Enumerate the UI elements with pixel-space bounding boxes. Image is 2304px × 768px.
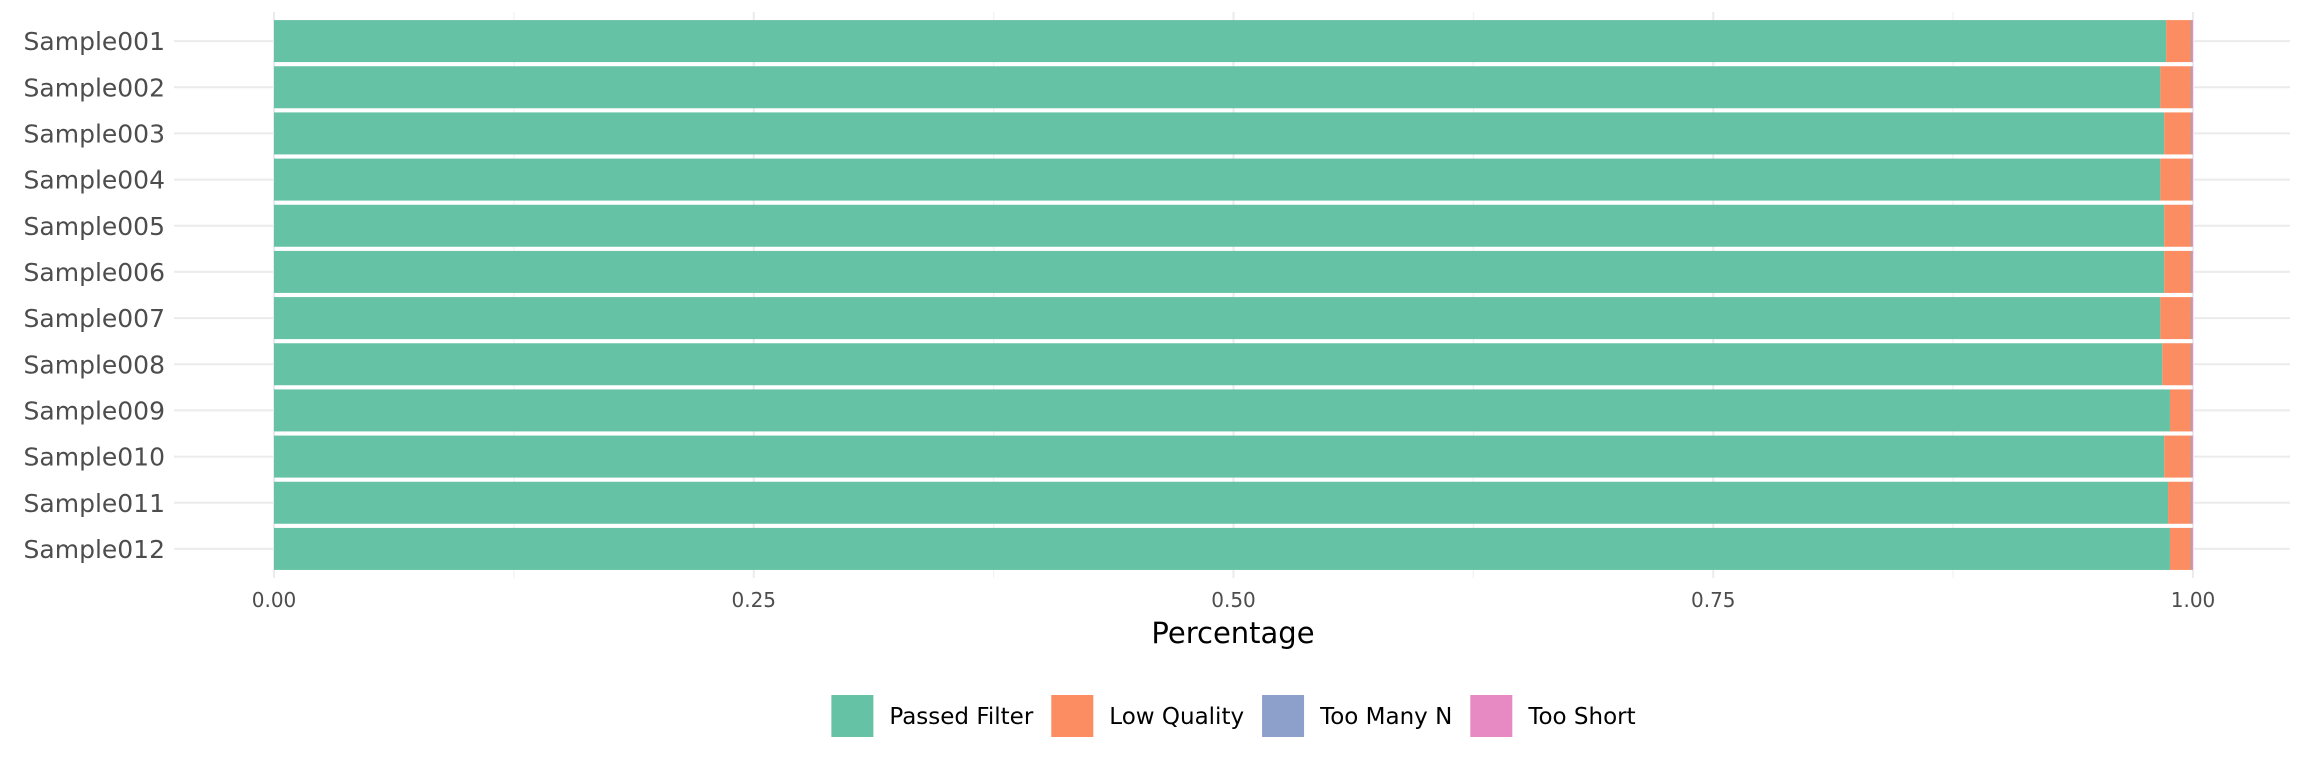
y-tick-label: Sample009 <box>24 396 165 425</box>
bar-too-many-n-sample002 <box>2191 66 2193 109</box>
bar-too-many-n-sample009 <box>2191 389 2193 432</box>
bar-too-short-sample001 <box>2192 20 2193 63</box>
y-tick-label: Sample012 <box>24 535 165 564</box>
bar-passed-filter-sample011 <box>274 481 2169 524</box>
bar-low-quality-sample010 <box>2164 435 2192 478</box>
bar-passed-filter-sample003 <box>274 112 2165 155</box>
bar-low-quality-sample011 <box>2168 481 2192 524</box>
legend-label-too-short: Too Short <box>1527 704 1635 730</box>
bar-low-quality-sample005 <box>2164 204 2192 247</box>
bar-low-quality-sample001 <box>2166 20 2192 63</box>
x-tick-label: 0.50 <box>1211 588 1256 612</box>
bar-too-short-sample010 <box>2192 435 2193 478</box>
bar-low-quality-sample002 <box>2160 66 2192 109</box>
bar-passed-filter-sample009 <box>274 389 2170 432</box>
legend: Passed Filter Low Quality Too Many N Too Sh… <box>831 695 1636 737</box>
bar-passed-filter-sample010 <box>274 435 2165 478</box>
bar-passed-filter-sample006 <box>274 250 2165 293</box>
legend-key-low-quality <box>1051 695 1094 737</box>
bar-too-many-n-sample001 <box>2191 20 2193 63</box>
bar-too-short-sample004 <box>2192 158 2193 201</box>
x-axis-label: Percentage <box>1151 616 1314 650</box>
bar-too-many-n-sample005 <box>2191 204 2193 247</box>
legend-label-passed-filter: Passed Filter <box>889 704 1033 730</box>
legend-key-passed-filter <box>831 695 874 737</box>
y-tick-label: Sample006 <box>24 258 165 287</box>
bar-too-short-sample012 <box>2192 527 2193 570</box>
bar-too-many-n-sample007 <box>2191 297 2193 340</box>
bar-too-short-sample002 <box>2192 66 2193 109</box>
bar-too-short-sample009 <box>2192 389 2193 432</box>
bar-too-many-n-sample012 <box>2191 527 2193 570</box>
bar-too-short-sample005 <box>2192 204 2193 247</box>
y-tick-label: Sample008 <box>24 350 165 379</box>
legend-key-too-short <box>1470 695 1513 737</box>
bar-passed-filter-sample005 <box>274 204 2165 247</box>
x-tick-label: 1.00 <box>2171 588 2216 612</box>
legend-key-too-many-n <box>1262 695 1305 737</box>
bar-low-quality-sample007 <box>2160 297 2192 340</box>
bar-low-quality-sample003 <box>2164 112 2192 155</box>
bar-low-quality-sample008 <box>2162 343 2192 386</box>
bar-too-short-sample011 <box>2192 481 2193 524</box>
bar-too-short-sample007 <box>2192 297 2193 340</box>
bar-passed-filter-sample008 <box>274 343 2163 386</box>
y-tick-label: Sample011 <box>24 489 165 518</box>
bar-too-many-n-sample011 <box>2191 481 2193 524</box>
bar-too-short-sample008 <box>2192 343 2193 386</box>
bar-passed-filter-sample001 <box>274 20 2167 63</box>
x-tick-labels: 0.00 0.25 0.50 0.75 1.00 <box>252 588 2216 612</box>
y-tick-label: Sample001 <box>24 27 165 56</box>
bar-too-many-n-sample003 <box>2191 112 2193 155</box>
y-tick-labels: Sample001 Sample002 Sample003 Sample004 Samp… <box>24 27 165 564</box>
bar-passed-filter-sample004 <box>274 158 2161 201</box>
bar-too-many-n-sample008 <box>2191 343 2193 386</box>
y-tick-label: Sample004 <box>24 166 165 195</box>
x-tick-label: 0.00 <box>252 588 297 612</box>
y-tick-label: Sample005 <box>24 212 165 241</box>
y-tick-label: Sample007 <box>24 304 165 333</box>
x-tick-label: 0.25 <box>731 588 776 612</box>
x-tick-label: 0.75 <box>1691 588 1736 612</box>
y-tick-label: Sample002 <box>24 73 165 102</box>
bar-passed-filter-sample002 <box>274 66 2161 109</box>
bar-too-many-n-sample004 <box>2191 158 2193 201</box>
bar-too-short-sample006 <box>2192 250 2193 293</box>
bars <box>274 20 2193 570</box>
bar-passed-filter-sample012 <box>274 527 2170 570</box>
bar-low-quality-sample006 <box>2164 250 2192 293</box>
bar-low-quality-sample009 <box>2169 389 2192 432</box>
legend-label-too-many-n: Too Many N <box>1319 704 1452 730</box>
bar-low-quality-sample004 <box>2160 158 2192 201</box>
y-tick-label: Sample003 <box>24 119 165 148</box>
bar-passed-filter-sample007 <box>274 297 2161 340</box>
bar-too-many-n-sample010 <box>2191 435 2193 478</box>
bar-too-short-sample003 <box>2192 112 2193 155</box>
bar-low-quality-sample012 <box>2169 527 2192 570</box>
y-tick-label: Sample010 <box>24 443 165 472</box>
legend-label-low-quality: Low Quality <box>1109 704 1244 730</box>
bar-too-many-n-sample006 <box>2191 250 2193 293</box>
